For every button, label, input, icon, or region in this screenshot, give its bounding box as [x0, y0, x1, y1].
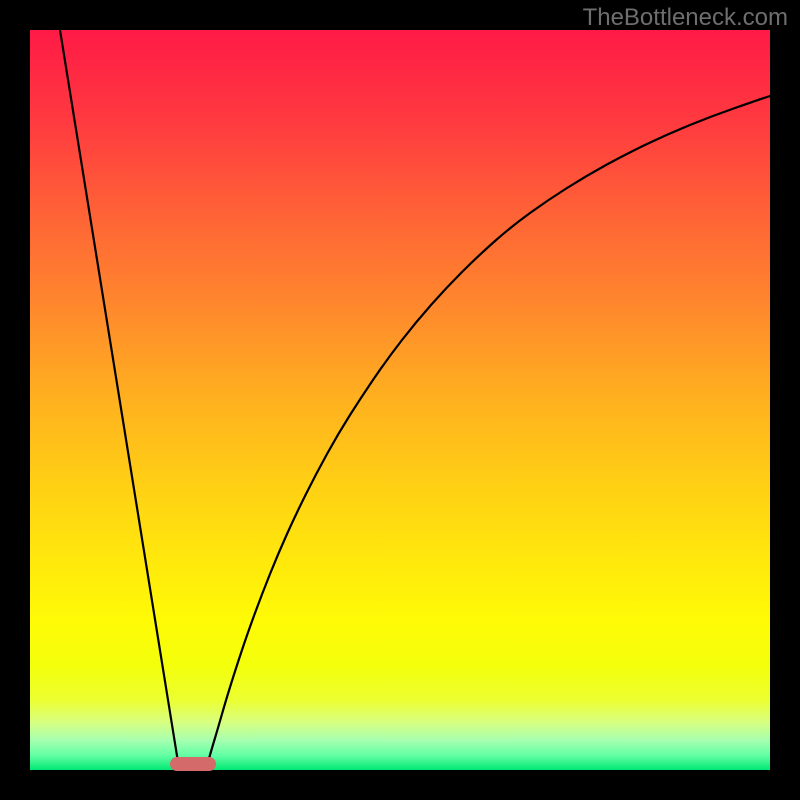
plot-gradient-background — [30, 30, 770, 770]
bottleneck-marker — [170, 757, 216, 771]
bottleneck-chart-svg — [0, 0, 800, 800]
watermark-text: TheBottleneck.com — [583, 4, 788, 32]
chart-container: TheBottleneck.com — [0, 0, 800, 800]
